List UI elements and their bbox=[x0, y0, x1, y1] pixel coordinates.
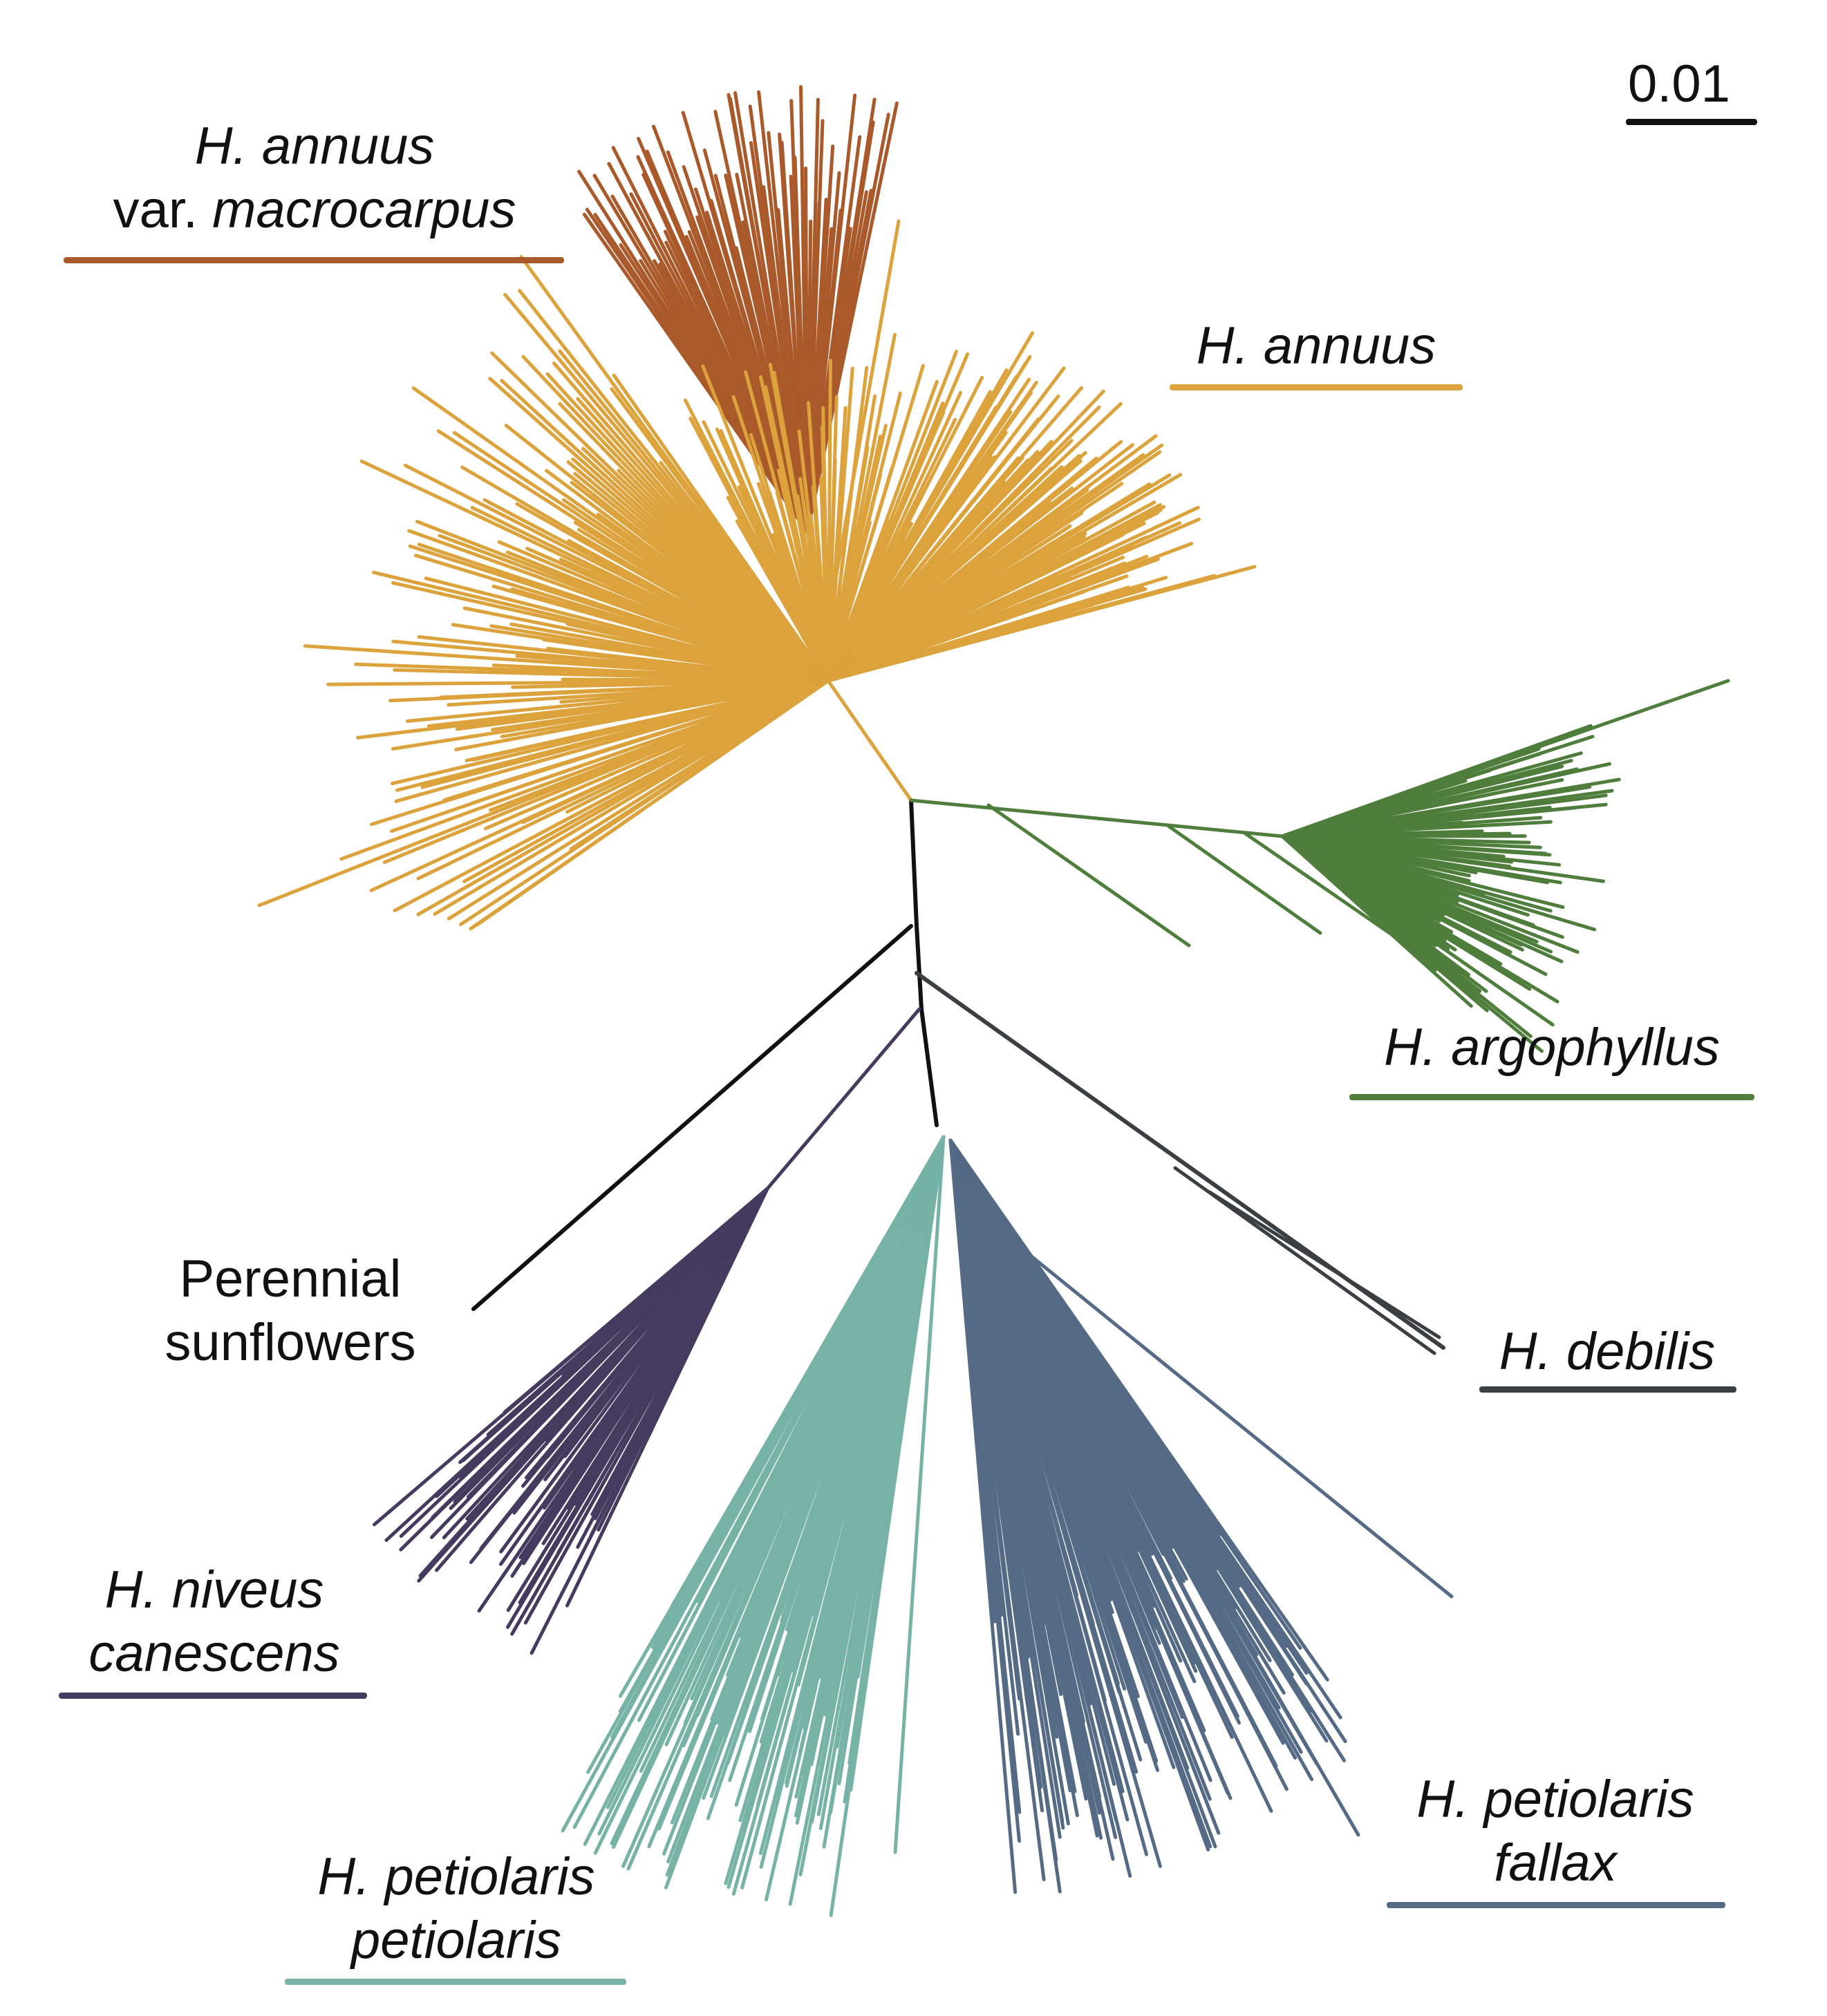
label-macrocarpus-line2-prefix: var. bbox=[113, 180, 213, 239]
label-debilis-line1: H. debilis bbox=[1499, 1322, 1716, 1381]
annuus-branch bbox=[826, 467, 894, 683]
underline-fallax bbox=[1387, 1902, 1725, 1908]
annuus-branch bbox=[826, 565, 1257, 683]
backbone-branch bbox=[919, 1007, 939, 1127]
debilis-branch bbox=[1208, 1190, 1441, 1339]
label-niveus-line2: canescens bbox=[88, 1624, 340, 1683]
label-fallax-line2: fallax bbox=[1494, 1834, 1617, 1892]
niveus-stem bbox=[765, 1007, 921, 1191]
label-niveus-line1: H. niveus bbox=[104, 1561, 324, 1619]
annuus-branch bbox=[826, 451, 1087, 683]
clade-branches-argophyllus bbox=[909, 679, 1730, 1053]
underline-petiolaris bbox=[285, 1979, 626, 1985]
backbone-branch bbox=[915, 924, 924, 1011]
clade-branches-petiolaris bbox=[561, 1135, 946, 1917]
underline-debilis bbox=[1479, 1386, 1736, 1393]
fallax-branch bbox=[1014, 1242, 1360, 1837]
annuus-branch bbox=[826, 366, 1066, 683]
petiolaris-branch bbox=[893, 1135, 946, 1854]
annuus-branch bbox=[424, 576, 830, 683]
annuus-branch bbox=[612, 373, 830, 683]
annuus-branch bbox=[442, 679, 830, 802]
argophyllus-branch bbox=[1280, 834, 1473, 1008]
label-petiolaris: H. petiolaris petiolaris bbox=[277, 1845, 636, 1972]
niveus-branch bbox=[561, 1187, 769, 1377]
label-macrocarpus-line1: H. annuus bbox=[194, 117, 435, 176]
scale-bar bbox=[1626, 119, 1757, 125]
argophyllus-stem bbox=[909, 798, 1284, 838]
label-macrocarpus-line2-italic: macrocarpus bbox=[212, 180, 516, 239]
annuus-branch bbox=[826, 219, 901, 624]
clade-branches-fallax bbox=[948, 1138, 1454, 1894]
label-annuus-line1: H. annuus bbox=[1196, 317, 1436, 375]
annuus-branch bbox=[393, 679, 830, 912]
underline-annuus bbox=[1170, 384, 1463, 390]
label-argophyllus-line1: H. argophyllus bbox=[1384, 1018, 1720, 1077]
clade-branches-niveus bbox=[373, 1007, 921, 1655]
label-petiolaris-line1: H. petiolaris bbox=[317, 1847, 595, 1906]
argophyllus-branch bbox=[1280, 679, 1730, 838]
argophyllus-branch bbox=[986, 803, 1191, 948]
annuus-branch bbox=[826, 366, 854, 683]
backbone-branch bbox=[909, 798, 919, 928]
petiolaris-branch bbox=[710, 1135, 946, 1543]
clade-branches-annuus bbox=[257, 219, 1257, 931]
label-perennial-line2: sunflowers bbox=[165, 1313, 416, 1372]
scale-bar-label: 0.01 bbox=[1628, 55, 1730, 113]
label-debilis: H. debilis bbox=[1476, 1320, 1739, 1384]
annuus-stem bbox=[826, 679, 913, 802]
fallax-branch bbox=[948, 1138, 1115, 1861]
annuus-branch bbox=[257, 679, 830, 907]
fallax-branch bbox=[948, 1138, 1018, 1894]
underline-argophyllus bbox=[1349, 1094, 1754, 1100]
label-fallax: H. petiolaris fallax bbox=[1376, 1768, 1735, 1895]
argophyllus-branch bbox=[1166, 824, 1322, 935]
fallax-branch bbox=[1014, 1242, 1454, 1599]
annuus-branch bbox=[826, 361, 1028, 683]
label-perennial-line1: Perennial bbox=[179, 1250, 402, 1308]
backbone-branch-perennial bbox=[471, 924, 913, 1311]
annuus-branch bbox=[369, 679, 830, 892]
annuus-branch bbox=[465, 679, 830, 762]
niveus-branch bbox=[503, 1187, 769, 1414]
label-petiolaris-line2: petiolaris bbox=[350, 1911, 562, 1970]
label-macrocarpus-line2: var. macrocarpus bbox=[62, 178, 567, 242]
underline-niveus bbox=[59, 1693, 367, 1699]
clade-branches-debilis bbox=[915, 971, 1445, 1355]
label-argophyllus: H. argophyllus bbox=[1348, 1016, 1756, 1080]
argophyllus-branch bbox=[1242, 831, 1392, 935]
label-fallax-line1: H. petiolaris bbox=[1416, 1770, 1694, 1829]
underline-macrocarpus bbox=[64, 257, 564, 263]
tree-backbone bbox=[471, 679, 939, 1311]
label-macrocarpus: H. annuus var. macrocarpus bbox=[62, 115, 567, 242]
label-annuus: H. annuus bbox=[1168, 314, 1464, 378]
label-niveus: H. niveus canescens bbox=[55, 1558, 373, 1686]
annuus-branch bbox=[447, 679, 830, 921]
label-perennial: Perennial sunflowers bbox=[128, 1247, 453, 1375]
